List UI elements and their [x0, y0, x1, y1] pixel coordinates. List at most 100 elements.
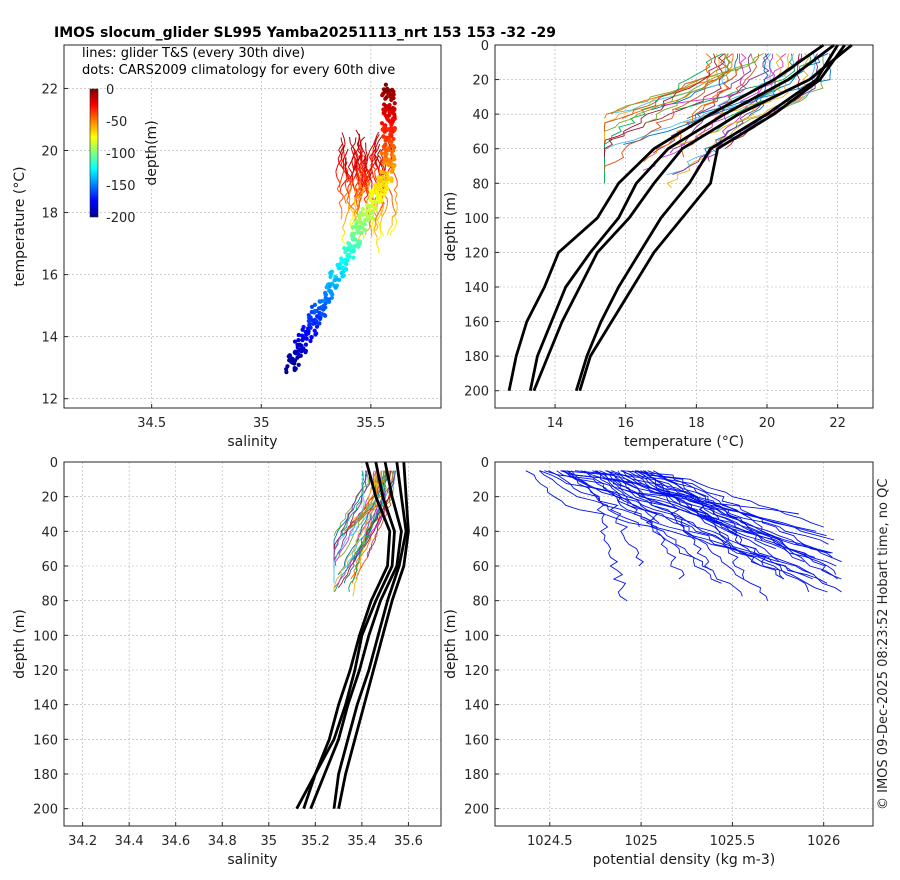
ts-climatology-dot — [378, 178, 383, 183]
ts-glider-segment — [364, 173, 368, 180]
ts-glider-segment — [350, 148, 354, 153]
ts-climatology-dot — [296, 332, 301, 338]
glider-profile-line — [333, 470, 368, 571]
ts-climatology-dot — [350, 248, 355, 253]
y-tick-label: 200 — [33, 803, 58, 818]
ts-glider-segment — [344, 183, 347, 188]
ts-climatology-dot — [313, 332, 318, 337]
salinity-depth-panel: 34.2 34.4 34.6 34.8 35 35.2 35.4 35.6 0 20 40 60 80 1… — [12, 456, 442, 868]
ts-climatology-dot — [297, 342, 302, 347]
glider-profile-line — [333, 470, 378, 592]
ts-climatology-dot — [319, 298, 325, 304]
ts-climatology-dot — [357, 217, 362, 222]
y-tick-label: 160 — [33, 733, 58, 748]
glider-profile-line — [333, 470, 371, 566]
ts-glider-segment — [339, 191, 344, 196]
ts-climatology-dot — [346, 252, 351, 258]
ts-climatology-dot — [353, 237, 358, 242]
ts-glider-segment — [359, 170, 364, 176]
ts-glider-segment — [384, 206, 388, 212]
ts-glider-segment — [352, 146, 357, 152]
ts-glider-segment — [337, 153, 342, 159]
ts-climatology-dot — [305, 326, 310, 331]
ts-climatology-dot — [329, 269, 334, 274]
ts-climatology-dot — [386, 91, 391, 96]
ts-climatology-dot — [293, 349, 298, 354]
ts-glider-segment — [361, 160, 365, 165]
ts-glider-segment — [339, 176, 343, 184]
density-profile-line — [548, 470, 628, 602]
ts-glider-segment — [375, 148, 377, 152]
ts-climatology-dot — [380, 170, 385, 175]
ts-glider-segment — [361, 176, 366, 183]
y-tick-label: 120 — [33, 664, 58, 679]
ts-glider-segment — [355, 207, 359, 212]
ts-glider-segment — [382, 204, 385, 211]
ts-glider-segment — [364, 155, 369, 163]
y-tick-label: 0 — [50, 456, 58, 471]
ts-glider-segment — [341, 140, 344, 146]
y-tick-label: 120 — [464, 664, 489, 679]
axes-frame — [63, 461, 442, 827]
ts-glider-segment — [358, 191, 363, 198]
ts-glider-segment — [372, 218, 376, 223]
ts-climatology-dot — [383, 154, 388, 159]
ts-glider-segment — [341, 166, 345, 171]
y-tick-label: 0 — [481, 39, 489, 54]
legend-text: lines: glider T&S (every 30th dive) — [82, 46, 305, 61]
ts-glider-segment — [373, 177, 377, 183]
ts-climatology-dot — [387, 177, 392, 182]
density-profile-line — [621, 470, 805, 563]
climatology-profile-line — [332, 461, 408, 809]
ts-glider-segment — [336, 188, 340, 193]
ts-climatology-dot — [374, 189, 379, 194]
ts-glider-segment — [361, 173, 365, 179]
ts-climatology-dot — [328, 274, 333, 279]
ts-glider-segment — [349, 180, 352, 188]
ts-climatology-dot — [362, 222, 367, 227]
ts-glider-segment — [341, 132, 345, 139]
density-profile-line — [556, 470, 809, 558]
ts-climatology-dot — [391, 143, 396, 149]
ts-glider-segment — [347, 182, 352, 187]
climatology-profile-line — [309, 461, 403, 810]
ts-glider-segment — [360, 145, 364, 151]
colorbar-tick-label: -100 — [106, 147, 136, 162]
ts-glider-segment — [371, 164, 376, 170]
ts-glider-segment — [355, 129, 360, 137]
ts-glider-segment — [336, 182, 341, 190]
x-tick-label: 1024.5 — [527, 834, 573, 849]
ts-glider-segment — [391, 201, 394, 209]
ts-climatology-dot — [392, 101, 397, 106]
axes-frame — [63, 44, 442, 409]
ts-glider-segment — [375, 141, 379, 149]
ts-climatology-dot — [367, 204, 372, 209]
ts-climatology-dot — [373, 206, 379, 211]
ts-climatology-dot — [292, 339, 298, 344]
glider-profile-line — [353, 470, 390, 523]
colorbar-tick-label: 0 — [106, 83, 114, 98]
ts-climatology-dot — [391, 148, 396, 153]
colorbar-tick-label: -50 — [106, 115, 127, 130]
density-profile-line — [635, 470, 838, 580]
y-tick-label: 160 — [464, 733, 489, 748]
ts-glider-segment — [340, 155, 343, 160]
ts-climatology-dot — [360, 207, 365, 212]
ts-glider-segment — [358, 135, 361, 143]
y-tick-label: 20 — [472, 491, 489, 506]
ts-glider-segment — [338, 162, 342, 168]
ts-glider-segment — [340, 214, 343, 220]
climatology-profile-line — [302, 461, 392, 810]
ts-climatology-dot — [388, 127, 393, 132]
ts-climatology-dot — [392, 114, 397, 119]
glider-profile-line — [604, 53, 765, 132]
ts-climatology-dot — [348, 243, 353, 249]
y-axis-label: temperature (°C) — [12, 166, 28, 286]
ts-climatology-dot — [392, 106, 397, 111]
ts-glider-segment — [377, 143, 381, 151]
ts-glider-segment — [361, 187, 366, 192]
y-tick-label: 20 — [41, 491, 58, 506]
ts-climatology-dot — [366, 214, 371, 219]
ts-climatology-dot — [382, 157, 387, 163]
ts-glider-segment — [380, 229, 385, 237]
